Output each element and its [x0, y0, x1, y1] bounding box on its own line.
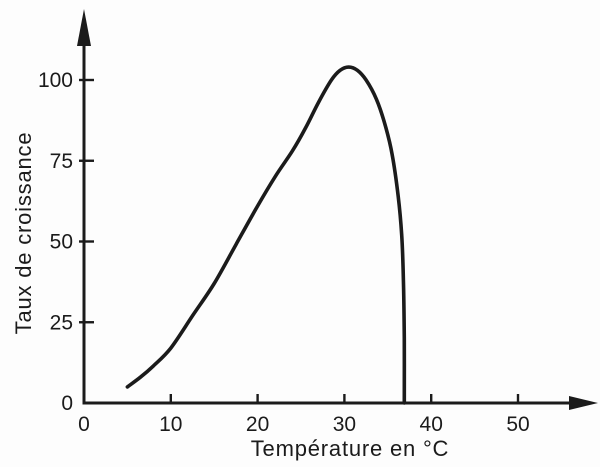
x-tick-label: 30	[333, 413, 356, 436]
y-tick-label: 75	[50, 150, 73, 173]
x-tick-label: 0	[78, 413, 90, 436]
growth-rate-curve	[125, 65, 407, 405]
x-tick-label: 40	[420, 413, 443, 436]
y-tick-label: 100	[38, 69, 73, 92]
y-tick-label: 50	[50, 231, 73, 254]
x-tick-label: 20	[246, 413, 269, 436]
y-tick-label: 25	[50, 311, 73, 334]
y-axis-arrowhead-icon	[77, 9, 91, 46]
x-axis-arrowhead-icon	[569, 396, 598, 410]
y-axis-title: Taux de croissance	[11, 132, 36, 335]
x-tick-label: 50	[506, 413, 529, 436]
x-axis-title: Température en °C	[251, 436, 449, 461]
y-tick-label: 0	[61, 392, 73, 415]
x-tick-label: 10	[159, 413, 182, 436]
